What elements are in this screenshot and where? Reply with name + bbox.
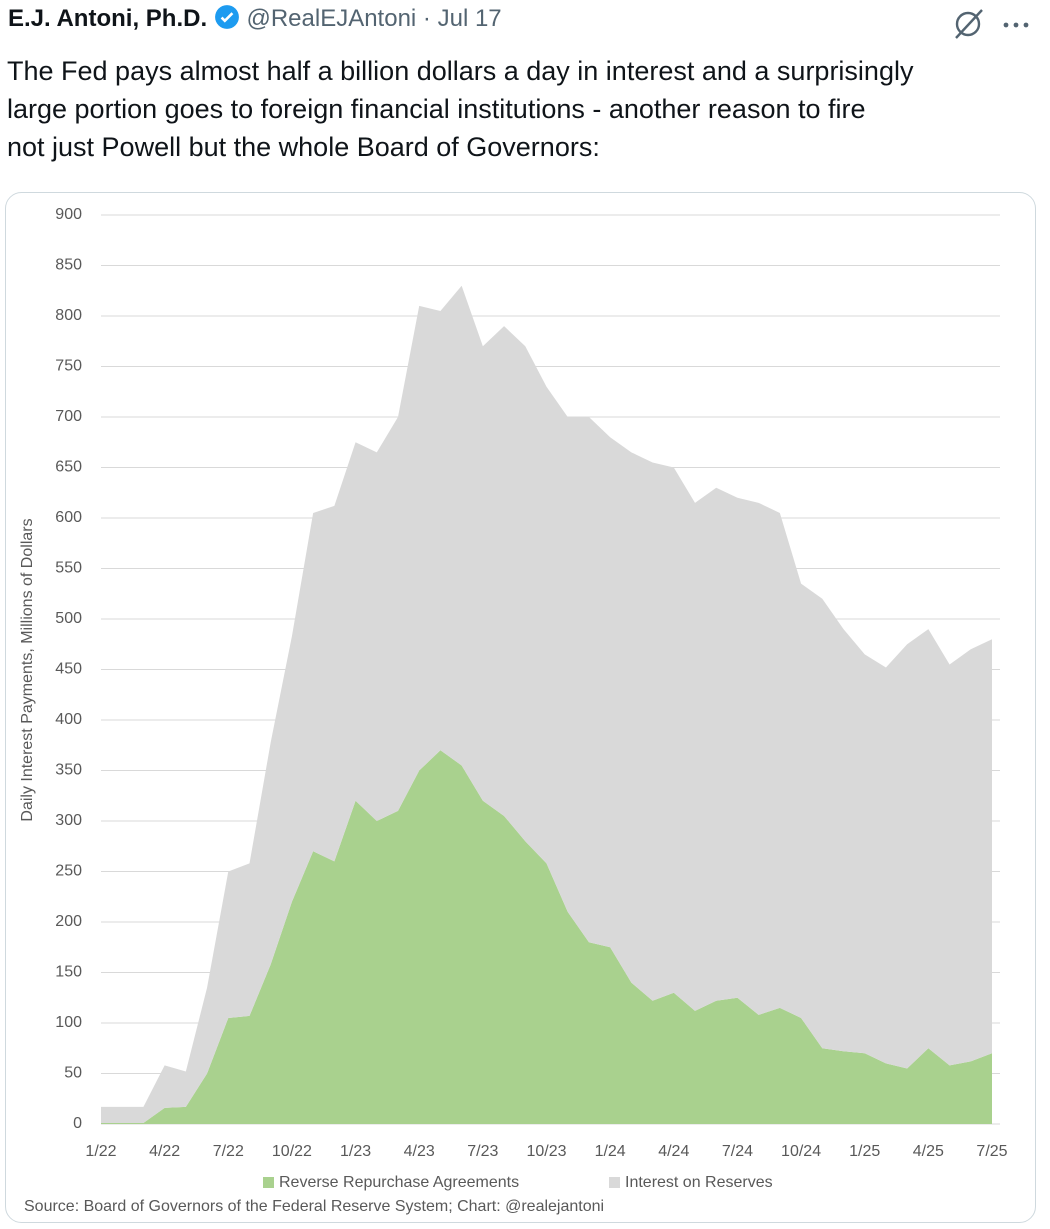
source: Source: Board of Governors of the Federa… (24, 1198, 604, 1215)
x-tick-label: 7/23 (467, 1143, 498, 1160)
x-tick-label: 7/24 (722, 1143, 753, 1160)
separator: · (422, 5, 431, 32)
area (101, 750, 992, 1124)
tweet-line: large portion goes to foreign financial … (7, 94, 866, 124)
y-tick-label: 700 (55, 408, 82, 425)
x-tick-label: 1/22 (85, 1143, 116, 1160)
x-tick-label: 1/25 (849, 1143, 880, 1160)
y-tick-label: 750 (55, 358, 82, 375)
x-tick-label: 1/23 (340, 1143, 371, 1160)
y-tick-label: 250 (55, 863, 82, 880)
y-axis-label: Daily Interest Payments, Millions of Dol… (19, 518, 36, 821)
legend-swatch (263, 1177, 274, 1188)
legend-swatch (609, 1177, 620, 1188)
y-tick-label: 900 (55, 206, 82, 223)
y-tick-label: 150 (55, 964, 82, 981)
date[interactable]: Jul 17 (437, 5, 502, 32)
y-tick-label: 50 (64, 1065, 82, 1082)
y-tick-label: 500 (55, 610, 82, 627)
x-tick-label: 4/25 (913, 1143, 944, 1160)
tweet-line: The Fed pays almost half a billion dolla… (7, 56, 914, 86)
x-tick-label: 10/24 (781, 1143, 821, 1160)
y-tick-label: 350 (55, 762, 82, 779)
y-tick-label: 200 (55, 913, 82, 930)
y-tick-label: 100 (55, 1014, 82, 1031)
x-tick-label: 4/24 (658, 1143, 689, 1160)
y-tick-label: 400 (55, 711, 82, 728)
y-tick-label: 650 (55, 459, 82, 476)
x-tick-label: 7/22 (213, 1143, 244, 1160)
author[interactable]: E.J. Antoni, Ph.D. (8, 5, 208, 32)
x-tick-label: 10/23 (526, 1143, 566, 1160)
verified-badge (214, 5, 239, 29)
x-tick-label: 1/24 (595, 1143, 626, 1160)
y-tick-label: 0 (73, 1115, 82, 1132)
x-tick-label: 7/25 (976, 1143, 1007, 1160)
y-tick-label: 800 (55, 307, 82, 324)
y-tick-label: 450 (55, 661, 82, 678)
y-tick-label: 300 (55, 812, 82, 829)
y-tick-label: 550 (55, 560, 82, 577)
legend-label: Reverse Repurchase Agreements (279, 1174, 519, 1191)
y-tick-label: 600 (55, 509, 82, 526)
tweet-line: not just Powell but the whole Board of G… (7, 132, 600, 162)
area (101, 285, 992, 1123)
y-tick-label: 850 (55, 257, 82, 274)
tweet-header: E.J. Antoni, Ph.D. @RealEJAntoni · Jul 1… (8, 4, 502, 33)
handle[interactable]: @RealEJAntoni (246, 5, 417, 32)
x-tick-label: 10/22 (272, 1143, 312, 1160)
tweet-text: The Fed pays almost half a billion dolla… (7, 52, 913, 166)
x-tick-label: 4/22 (149, 1143, 180, 1160)
x-tick-label: 4/23 (404, 1143, 435, 1160)
legend-label: Interest on Reserves (625, 1174, 773, 1191)
